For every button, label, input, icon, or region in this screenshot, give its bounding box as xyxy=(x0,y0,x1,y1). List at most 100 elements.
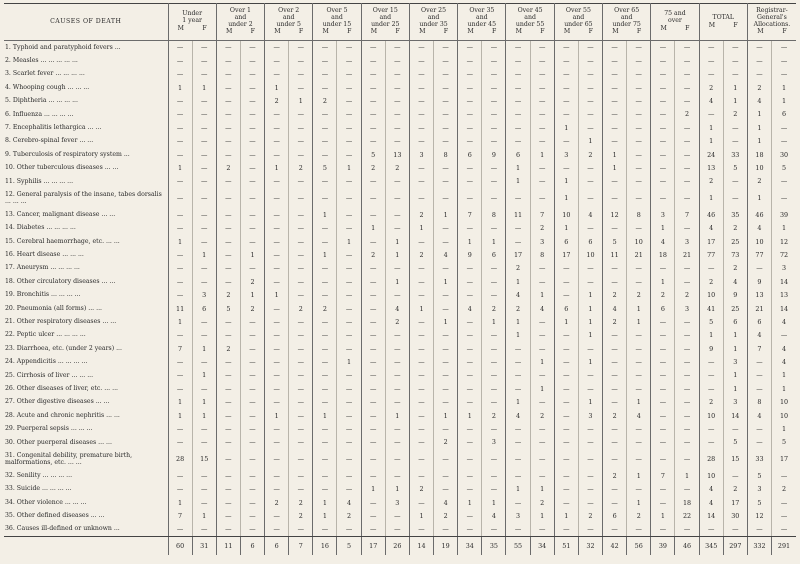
male-label: M xyxy=(563,28,571,36)
table-cell: — xyxy=(191,134,217,149)
total-cell: 297 xyxy=(722,536,748,556)
table-cell: — xyxy=(602,342,627,356)
table-cell: — xyxy=(602,54,627,68)
table-cell: — xyxy=(698,54,724,68)
table-cell: 17 xyxy=(771,449,796,470)
table-cell: 1 xyxy=(433,315,458,329)
table-cell: 1 xyxy=(650,509,675,523)
table-cell: 13 xyxy=(384,148,410,162)
table-cell: 8 xyxy=(746,395,772,410)
cause-label: 32. Senility ... ... ... ... xyxy=(5,471,73,479)
table-cell: — xyxy=(167,94,193,108)
table-cell: — xyxy=(408,174,434,189)
table-cell: — xyxy=(360,342,386,356)
table-cell: — xyxy=(553,261,579,276)
table-cell: — xyxy=(239,161,265,175)
table-cell: — xyxy=(433,288,458,303)
total-cell: 60 xyxy=(167,536,193,556)
table-cell: 2 xyxy=(360,248,386,262)
table-cell: — xyxy=(360,395,386,410)
table-cell: 1 xyxy=(529,355,555,369)
table-cell: — xyxy=(771,522,796,538)
table-cell: — xyxy=(650,134,675,149)
table-cell: — xyxy=(215,409,241,423)
table-cell: — xyxy=(481,368,506,383)
table-cell: — xyxy=(288,121,313,135)
table-cell: — xyxy=(312,221,337,236)
table-cell: 46 xyxy=(746,208,772,222)
table-cell: 5 xyxy=(722,161,748,175)
table-cell: — xyxy=(360,107,386,122)
table-cell: 4 xyxy=(602,302,627,316)
table-cell: — xyxy=(553,81,579,95)
age-group-label: Over 65 and under 75 xyxy=(612,6,641,28)
table-cell: — xyxy=(239,40,265,55)
table-cell: 2 xyxy=(288,496,313,510)
table-cell: — xyxy=(529,188,555,209)
table-cell: 33 xyxy=(746,449,772,470)
table-cell: — xyxy=(577,221,603,236)
table-cell: — xyxy=(433,40,458,55)
table-cell: 6 xyxy=(771,107,796,122)
table-cell: — xyxy=(239,208,265,222)
table-cell: — xyxy=(577,161,603,175)
table-cell: — xyxy=(457,54,482,68)
table-cell: 17 xyxy=(698,235,724,249)
table-cell: — xyxy=(602,482,627,497)
female-label: F xyxy=(250,28,255,36)
table-row: 24. Appendicitis ... ... ... ... — — — — — — —1… xyxy=(4,355,796,369)
table-cell: — xyxy=(553,368,579,383)
cause-label: 8. Cerebro-spinal fever ... ... xyxy=(5,137,94,145)
table-cell: — xyxy=(602,435,627,450)
table-cell: 1 xyxy=(698,134,724,149)
table-cell: — xyxy=(336,288,362,303)
total-cell: 5 xyxy=(336,536,362,556)
table-cell: 4 xyxy=(698,496,724,510)
cause-label: 21. Other respiratory diseases ... ... xyxy=(5,318,117,326)
table-cell: — xyxy=(626,275,651,289)
table-row: 8. Cerebro-spinal fever ... ... — — — — — — — — —… xyxy=(4,134,796,149)
table-cell: — xyxy=(433,107,458,122)
table-cell: — xyxy=(529,54,555,68)
table-cell: — xyxy=(215,67,241,82)
table-cell: — xyxy=(626,482,651,497)
table-cell: — xyxy=(505,40,531,55)
total-cell: 55 xyxy=(505,536,531,556)
table-cell: 24 xyxy=(698,148,724,162)
male-label: M xyxy=(322,28,329,36)
table-cell: — xyxy=(433,522,458,538)
table-cell: 3 xyxy=(408,148,434,162)
table-cell: — xyxy=(215,449,241,470)
table-cell: — xyxy=(336,94,362,108)
table-cell: — xyxy=(602,449,627,470)
table-cell: — xyxy=(384,522,410,538)
table-cell: — xyxy=(408,261,434,276)
table-cell: — xyxy=(360,235,386,249)
table-cell: 4 xyxy=(746,328,772,343)
table-cell: — xyxy=(191,482,217,497)
table-cell: — xyxy=(408,134,434,149)
table-cell: 2 xyxy=(577,148,603,162)
table-cell: 10 xyxy=(698,288,724,303)
table-cell: — xyxy=(602,368,627,383)
cause-label: 27. Other digestive diseases ... ... xyxy=(5,398,110,406)
table-cell: 1 xyxy=(505,275,531,289)
table-row: 23. Diarrhoea, etc. (under 2 years) ... 7… xyxy=(4,342,796,356)
table-cell: — xyxy=(553,522,579,538)
table-cell: — xyxy=(433,422,458,436)
table-cell: — xyxy=(336,40,362,55)
table-cell: — xyxy=(505,235,531,249)
table-cell: — xyxy=(529,522,555,538)
table-cell: — xyxy=(457,522,482,538)
table-cell: — xyxy=(457,435,482,450)
table-cell: 10 xyxy=(626,235,651,249)
table-cell: — xyxy=(674,54,700,68)
table-cell: 1 xyxy=(167,235,193,249)
table-cell: 1 xyxy=(529,482,555,497)
table-cell: — xyxy=(360,261,386,276)
cause-label: 34. Other violence ... ... ... xyxy=(5,498,87,506)
table-cell: — xyxy=(336,422,362,436)
table-cell: — xyxy=(312,315,337,329)
table-cell: — xyxy=(215,188,241,209)
table-cell: — xyxy=(481,134,506,149)
